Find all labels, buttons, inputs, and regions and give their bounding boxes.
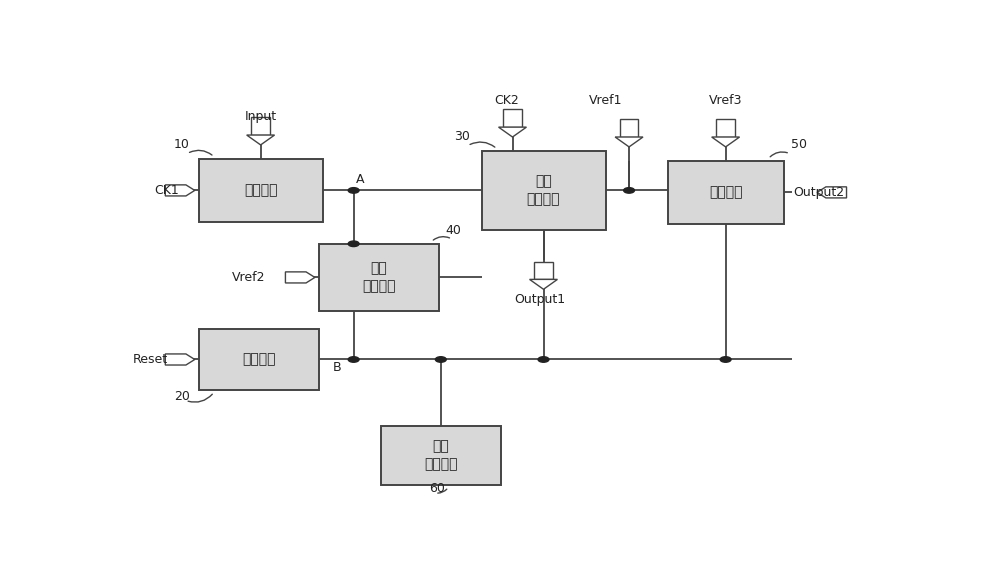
Circle shape bbox=[538, 357, 549, 362]
Text: Output2: Output2 bbox=[793, 186, 844, 199]
Text: 10: 10 bbox=[174, 138, 190, 151]
Text: Vref3: Vref3 bbox=[709, 94, 742, 107]
Polygon shape bbox=[817, 187, 847, 198]
Polygon shape bbox=[247, 135, 275, 145]
Bar bbox=[668, 160, 784, 224]
Circle shape bbox=[348, 241, 359, 246]
Polygon shape bbox=[503, 110, 522, 127]
Text: CK1: CK1 bbox=[154, 184, 179, 197]
Polygon shape bbox=[251, 118, 270, 135]
Polygon shape bbox=[165, 354, 195, 365]
Circle shape bbox=[720, 357, 731, 362]
Polygon shape bbox=[712, 137, 740, 147]
Bar bbox=[381, 426, 501, 485]
Polygon shape bbox=[530, 280, 557, 289]
Text: 复位模块: 复位模块 bbox=[242, 353, 275, 367]
Circle shape bbox=[348, 188, 359, 193]
Text: 第二
控制模块: 第二 控制模块 bbox=[362, 261, 396, 294]
Text: B: B bbox=[333, 361, 341, 374]
Text: 60: 60 bbox=[429, 482, 445, 495]
Polygon shape bbox=[499, 127, 526, 137]
Bar bbox=[319, 244, 439, 311]
Text: 20: 20 bbox=[174, 390, 190, 403]
Text: Input: Input bbox=[245, 110, 277, 123]
Polygon shape bbox=[534, 262, 553, 280]
Bar bbox=[199, 329, 319, 390]
Text: Vref1: Vref1 bbox=[589, 94, 622, 107]
Circle shape bbox=[348, 357, 359, 362]
Polygon shape bbox=[165, 185, 195, 196]
Polygon shape bbox=[285, 272, 315, 283]
Polygon shape bbox=[716, 119, 735, 137]
Text: 输入模块: 输入模块 bbox=[244, 184, 277, 197]
Text: 输出模块: 输出模块 bbox=[709, 185, 742, 199]
Text: 30: 30 bbox=[454, 130, 470, 143]
Text: Vref2: Vref2 bbox=[232, 271, 265, 284]
Text: CK2: CK2 bbox=[495, 94, 519, 107]
Bar bbox=[482, 151, 606, 230]
Text: 反相
控制模块: 反相 控制模块 bbox=[424, 439, 458, 472]
Text: A: A bbox=[356, 173, 364, 186]
Text: 第一
控制模块: 第一 控制模块 bbox=[527, 174, 560, 207]
Text: 40: 40 bbox=[445, 224, 461, 237]
Circle shape bbox=[435, 357, 446, 362]
Text: Output1: Output1 bbox=[514, 293, 565, 306]
Text: Reset: Reset bbox=[133, 353, 168, 366]
Polygon shape bbox=[620, 119, 638, 137]
Polygon shape bbox=[615, 137, 643, 147]
Text: 50: 50 bbox=[792, 138, 808, 151]
Bar bbox=[199, 159, 323, 222]
Circle shape bbox=[624, 188, 634, 193]
